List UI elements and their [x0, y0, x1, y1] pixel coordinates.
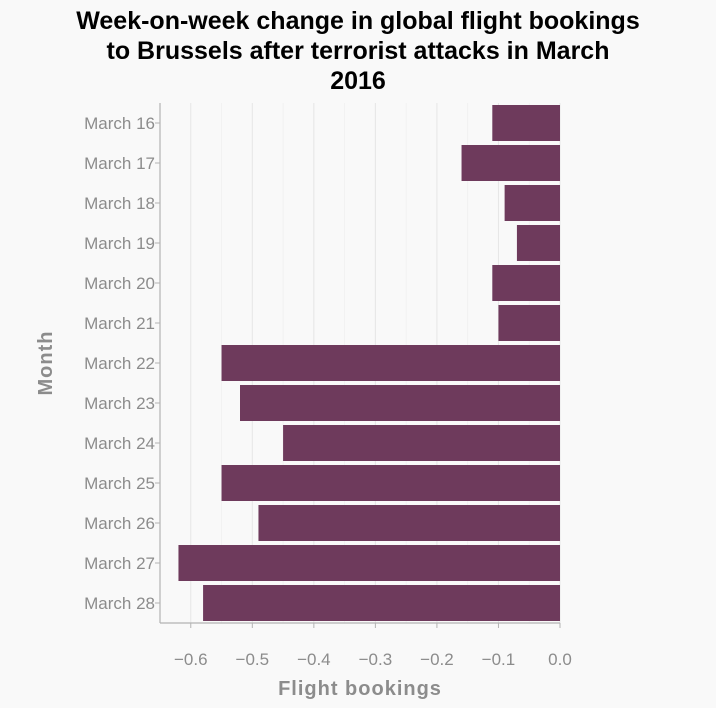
x-axis-title: Flight bookings: [278, 678, 442, 700]
bar-march-16: [492, 105, 560, 141]
x-tick-labels: −0.6 −0.5 −0.4 −0.3 −0.2 −0.1 0.0: [174, 623, 572, 669]
x-tick-label: 0.0: [548, 650, 572, 669]
bar-march-27: [178, 545, 560, 581]
y-tick-labels: March 16 March 17 March 18 March 19 March 20…: [84, 114, 160, 613]
y-tick-label: March 16: [84, 114, 155, 133]
x-tick-label: −0.3: [359, 650, 393, 669]
x-tick-label: −0.1: [482, 650, 516, 669]
y-tick-label: March 19: [84, 234, 155, 253]
y-tick-label: March 17: [84, 154, 155, 173]
bar-march-17: [461, 145, 560, 181]
x-tick-label: −0.6: [174, 650, 208, 669]
bars: [178, 105, 561, 621]
chart-title: Week-on-week change in global flight boo…: [0, 6, 716, 96]
x-tick-label: −0.5: [236, 650, 270, 669]
bar-march-26: [258, 505, 560, 541]
chart-title-line-3: 2016: [330, 67, 386, 95]
y-tick-label: March 20: [84, 274, 155, 293]
bar-march-24: [283, 425, 560, 461]
bar-march-20: [492, 265, 560, 301]
bar-march-21: [498, 305, 560, 341]
bar-march-23: [240, 385, 560, 421]
x-tick-label: −0.2: [420, 650, 454, 669]
y-tick-label: March 21: [84, 314, 155, 333]
y-tick-label: March 22: [84, 354, 155, 373]
bar-march-22: [221, 345, 561, 381]
bar-march-19: [516, 225, 560, 261]
y-tick-label: March 28: [84, 594, 155, 613]
chart-title-line-1: Week-on-week change in global flight boo…: [76, 7, 640, 35]
y-tick-label: March 26: [84, 514, 155, 533]
y-tick-label: March 24: [84, 434, 155, 453]
y-tick-label: March 23: [84, 394, 155, 413]
bar-march-18: [504, 185, 560, 221]
chart-title-line-2: to Brussels after terrorist attacks in M…: [106, 37, 610, 65]
x-tick-label: −0.4: [297, 650, 331, 669]
y-tick-label: March 18: [84, 194, 155, 213]
y-tick-label: March 25: [84, 474, 155, 493]
bar-march-25: [221, 465, 561, 501]
y-axis-title: Month: [35, 331, 57, 396]
bar-march-28: [203, 585, 561, 621]
y-tick-label: March 27: [84, 554, 155, 573]
